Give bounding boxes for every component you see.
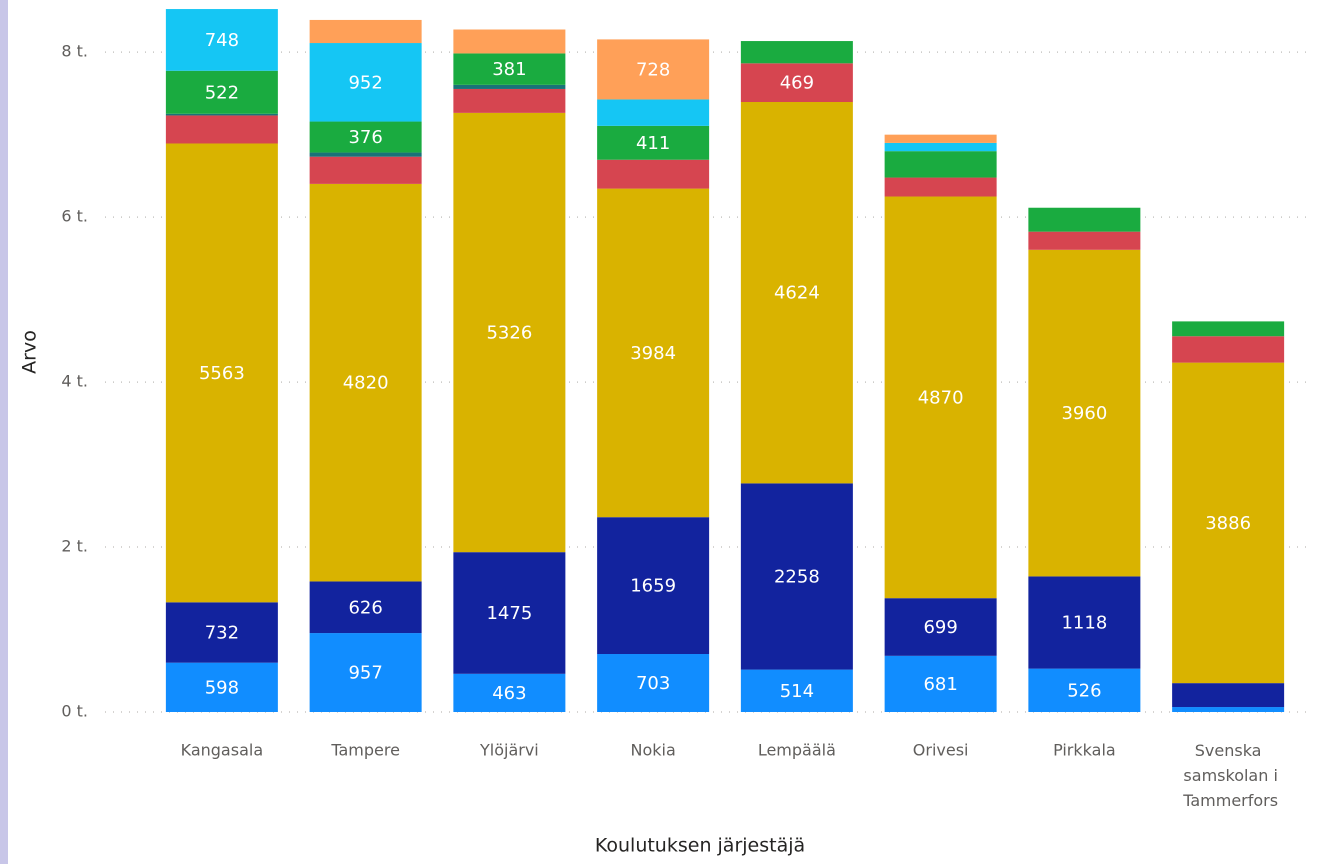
- bar-segment: [1172, 707, 1285, 712]
- bar-segment: [453, 53, 566, 85]
- data-label: 2258: [774, 566, 820, 587]
- bar-segment: [884, 177, 997, 197]
- bar-segment: [165, 143, 278, 603]
- bar-segment: [740, 669, 853, 712]
- data-label: 957: [348, 663, 382, 684]
- bar-segment: [309, 183, 422, 582]
- side-strip: [0, 0, 8, 864]
- data-label: 1659: [630, 576, 676, 597]
- x-tick-label: Ylöjärvi: [479, 741, 539, 760]
- data-label: 748: [205, 30, 239, 51]
- bar-segment: [453, 552, 566, 674]
- data-label: 514: [780, 681, 814, 702]
- bar-segment: [597, 99, 710, 126]
- data-label: 3984: [630, 343, 676, 364]
- bar-segment: [884, 151, 997, 178]
- data-label: 1118: [1061, 613, 1107, 634]
- x-tick-label: Pirkkala: [1053, 741, 1116, 760]
- bar-segment: [1028, 668, 1141, 712]
- data-label: 4624: [774, 283, 820, 304]
- x-tick-label: Kangasala: [181, 741, 264, 760]
- data-label: 952: [348, 72, 382, 93]
- bar-segment: [1028, 207, 1141, 232]
- bar-segment: [453, 88, 566, 113]
- bar-segment: [453, 29, 566, 54]
- bar-segment: [309, 633, 422, 712]
- x-axis-title: Koulutuksen järjestäjä: [595, 835, 805, 857]
- data-label: 1475: [486, 603, 532, 624]
- y-axis-title: Arvo: [19, 330, 41, 374]
- bar-segment: [1028, 249, 1141, 577]
- bar-segment: [453, 112, 566, 553]
- bar-segment: [309, 19, 422, 44]
- bar-segment: [165, 9, 278, 71]
- bar-segment: [165, 70, 278, 114]
- bar-segment: [740, 41, 853, 64]
- bar-segment: [1172, 683, 1285, 708]
- bar-segment: [740, 483, 853, 670]
- data-label: 598: [205, 677, 239, 698]
- bar-segment: [165, 662, 278, 712]
- bar-segment: [165, 113, 278, 116]
- data-label: 626: [348, 597, 382, 618]
- data-label: 381: [492, 59, 526, 80]
- bar-segment: [309, 581, 422, 634]
- bar-segment: [740, 63, 853, 103]
- bar-segment: [597, 39, 710, 100]
- data-label: 526: [1067, 680, 1101, 701]
- bar-segment: [453, 84, 566, 89]
- data-label: 4820: [343, 373, 389, 394]
- bar-segment: [1172, 321, 1285, 337]
- bar-segment: [1028, 231, 1141, 250]
- bar-segment: [165, 602, 278, 663]
- bar-segment: [597, 654, 710, 712]
- x-tick-label: Orivesi: [913, 741, 969, 760]
- x-tick-label: Tampere: [330, 741, 400, 760]
- data-label: 699: [923, 617, 957, 638]
- bar-segment: [884, 655, 997, 712]
- bar-segment: [453, 673, 566, 712]
- data-label: 469: [780, 73, 814, 94]
- bar-segment: [597, 188, 710, 518]
- bar-segment: [165, 115, 278, 144]
- data-label: 728: [636, 59, 670, 80]
- data-label: 703: [636, 673, 670, 694]
- bar-segment: [884, 142, 997, 152]
- x-tick-label: Nokia: [630, 741, 675, 760]
- bar-segment: [1028, 576, 1141, 669]
- bar-segment: [1172, 336, 1285, 363]
- data-label: 463: [492, 683, 526, 704]
- bar-segment: [884, 196, 997, 599]
- data-label: 732: [205, 622, 239, 643]
- bar-segment: [597, 517, 710, 655]
- data-label: 376: [348, 127, 382, 148]
- data-label: 4870: [918, 387, 964, 408]
- data-label: 522: [205, 82, 239, 103]
- bar-segment: [597, 125, 710, 160]
- bar-segment: [309, 121, 422, 153]
- data-label: 681: [923, 674, 957, 695]
- data-label: 5326: [486, 323, 532, 344]
- bar-segment: [884, 134, 997, 143]
- bar-segment: [597, 159, 710, 189]
- data-label: 3960: [1061, 403, 1107, 424]
- x-tick-label: Svenska samskolan i Tammerfors: [1178, 741, 1278, 810]
- data-label: 411: [636, 133, 670, 154]
- bar-segment: [740, 102, 853, 484]
- bar-segment: [1172, 362, 1285, 684]
- bar-segment: [309, 43, 422, 122]
- data-label: 3886: [1205, 513, 1251, 534]
- bar-segment: [309, 152, 422, 157]
- y-tick-label: 0 t.: [61, 702, 88, 721]
- y-tick-label: 8 t.: [61, 42, 88, 61]
- bar-segment: [309, 156, 422, 184]
- bar-segment: [884, 598, 997, 656]
- y-tick-label: 4 t.: [61, 372, 88, 391]
- data-label: 5563: [199, 363, 245, 384]
- x-tick-label: Lempäälä: [758, 741, 836, 760]
- y-tick-label: 2 t.: [61, 537, 88, 556]
- y-tick-label: 6 t.: [61, 207, 88, 226]
